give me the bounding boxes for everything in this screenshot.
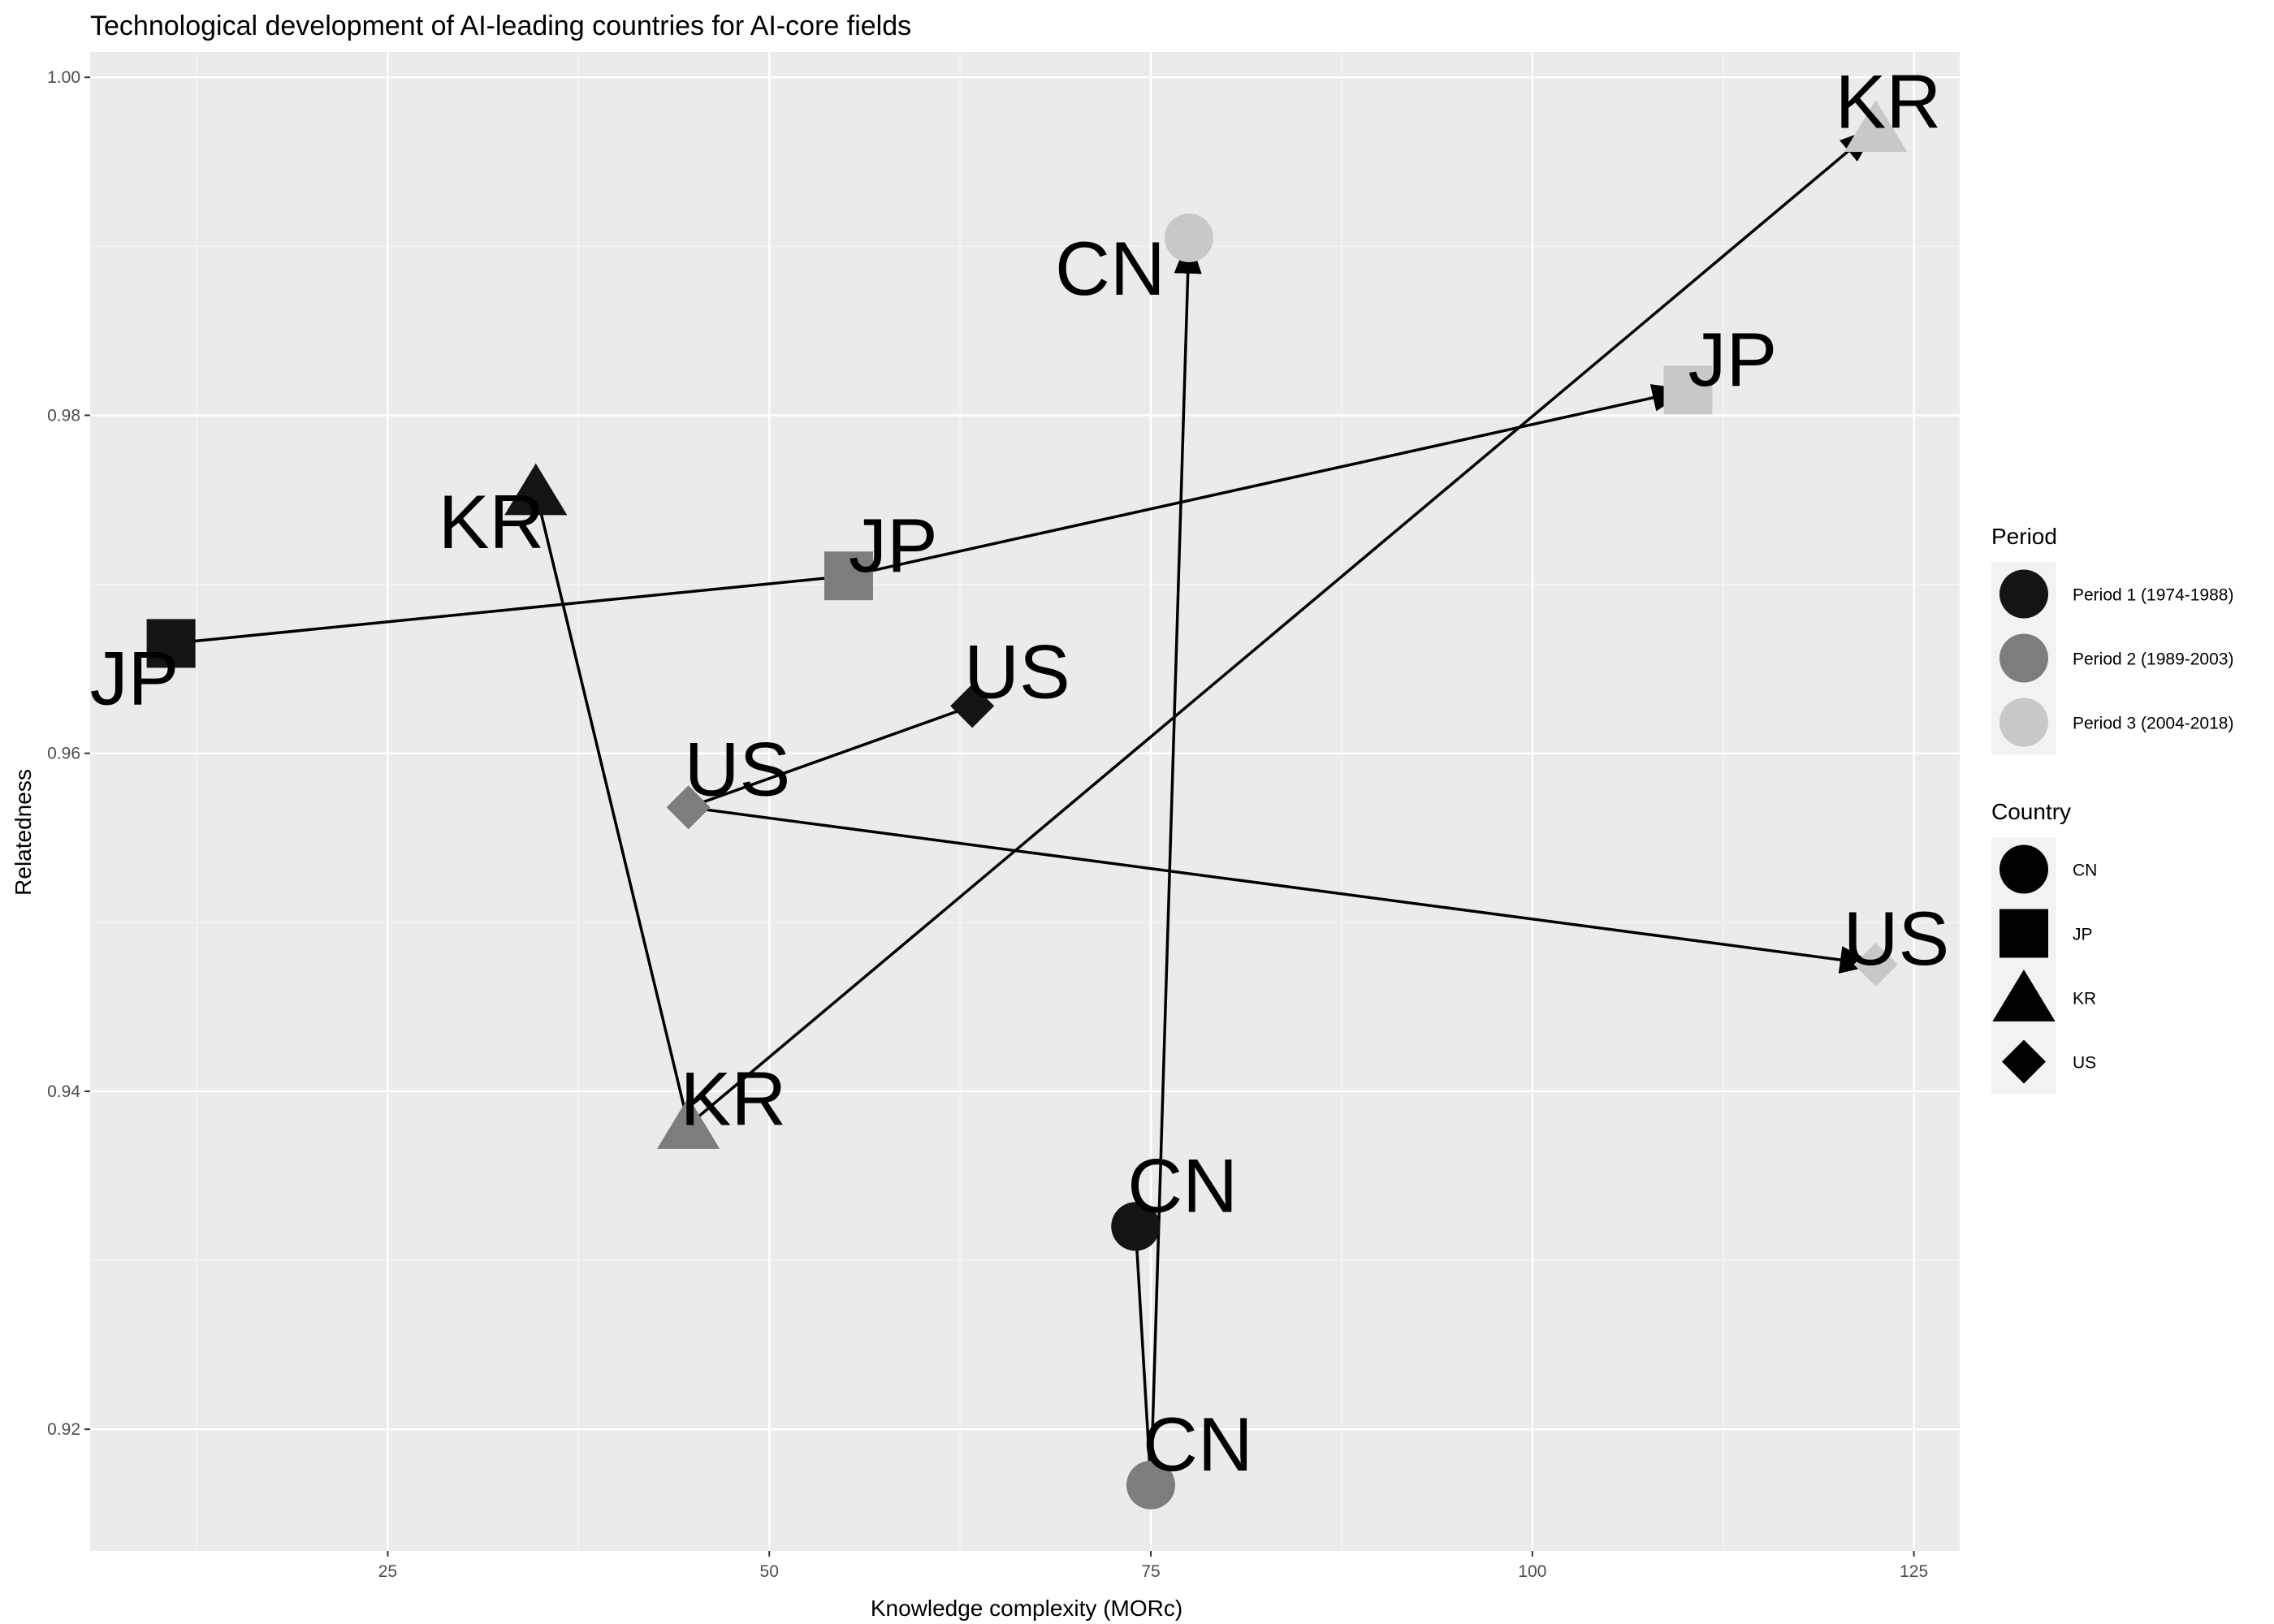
point-cn-period-3 (1165, 213, 1214, 262)
legend-key-triangle (1992, 970, 2056, 1021)
x-tick-label: 100 (1518, 1562, 1546, 1581)
y-tick-label: 0.96 (47, 745, 80, 763)
chart-title: Technological development of AI-leading … (90, 11, 911, 41)
legend: Period Period 1 (1974-1988) Period 2 (1989… (1991, 524, 2233, 1094)
label-us-period-3: US (1844, 896, 1950, 981)
label-us-period-1: US (964, 628, 1070, 714)
legend-key-0-2 (1999, 698, 2048, 747)
label-cn-period-2: CN (1143, 1402, 1253, 1487)
point-jp-period-3 (1663, 365, 1713, 415)
plot-panel (90, 52, 1960, 1551)
legend-key-circle (1999, 844, 2048, 894)
arrow-cn-p1-p2 (1134, 1226, 1152, 1485)
x-tick-label: 25 (378, 1562, 397, 1581)
point-cn-period-1 (1111, 1202, 1161, 1251)
label-us-period-2: US (685, 726, 791, 811)
panel-background (90, 52, 1960, 1551)
legend-key-0-0 (1999, 569, 2048, 619)
legend-label-1-3: US (2073, 1054, 2096, 1073)
label-kr-period-3: KR (1835, 59, 1942, 145)
point-labels: CN CN CN JP JP JP KR KR KR US US US (90, 59, 1950, 1487)
y-axis: 0.92 0.94 0.96 0.98 1.00 (47, 68, 90, 1439)
point-jp-period-1 (146, 619, 196, 668)
point-kr-period-2 (657, 1097, 720, 1149)
x-axis: 25 50 75 100 125 (378, 1551, 1928, 1581)
point-cn-period-2 (1126, 1460, 1176, 1510)
legend-label-1-1: JP (2073, 926, 2093, 944)
gridlines (90, 52, 1960, 1551)
y-axis-title: Relatedness (11, 769, 36, 896)
x-axis-title: Knowledge complexity (MORc) (871, 1596, 1182, 1621)
x-tick-label: 75 (1141, 1562, 1160, 1581)
arrow-jp-p2-p3 (848, 384, 1690, 577)
legend-label-0-1: Period 2 (1989-2003) (2073, 650, 2233, 669)
label-jp-period-1: JP (90, 635, 179, 720)
legend-label-1-0: CN (2073, 862, 2097, 880)
point-us-period-2 (666, 785, 711, 830)
arrow-us-p2-p3 (688, 806, 1878, 974)
legend-title-0: Period (1991, 524, 2057, 549)
arrow-kr-p1-p2 (534, 490, 690, 1125)
trajectory-arrows (171, 127, 1878, 1485)
point-us-period-3 (1853, 942, 1898, 987)
y-tick-label: 0.92 (47, 1420, 80, 1439)
arrow-kr-p2-p3 (687, 127, 1878, 1126)
legend-label-1-2: KR (2073, 990, 2096, 1009)
y-tick-label: 0.94 (47, 1082, 80, 1101)
label-kr-period-2: KR (681, 1056, 787, 1142)
x-tick-label: 50 (760, 1562, 779, 1581)
label-jp-period-2: JP (849, 503, 938, 588)
legend-title-1: Country (1991, 799, 2071, 824)
label-cn-period-3: CN (1055, 226, 1165, 311)
y-tick-label: 0.98 (47, 406, 80, 425)
legend-label-0-2: Period 3 (2004-2018) (2073, 715, 2233, 733)
label-cn-period-1: CN (1127, 1142, 1238, 1228)
arrow-cn-p2-p3 (1149, 235, 1202, 1485)
arrow-us-p1-p2 (688, 704, 973, 809)
legend-label-0-0: Period 1 (1974-1988) (2073, 586, 2233, 605)
label-kr-period-1: KR (439, 479, 545, 564)
x-tick-label: 125 (1900, 1562, 1928, 1581)
point-kr-period-3 (1844, 100, 1908, 152)
data-points (146, 100, 1908, 1510)
legend-key-square (1999, 909, 2048, 958)
point-kr-period-1 (504, 463, 568, 516)
legend-key-diamond (2002, 1039, 2046, 1084)
y-tick-label: 1.00 (47, 68, 80, 87)
point-jp-period-2 (824, 551, 873, 601)
label-jp-period-3: JP (1688, 317, 1778, 402)
point-us-period-1 (950, 684, 995, 728)
legend-key-0-1 (1999, 633, 2048, 683)
arrow-jp-p1-p2 (171, 574, 850, 646)
